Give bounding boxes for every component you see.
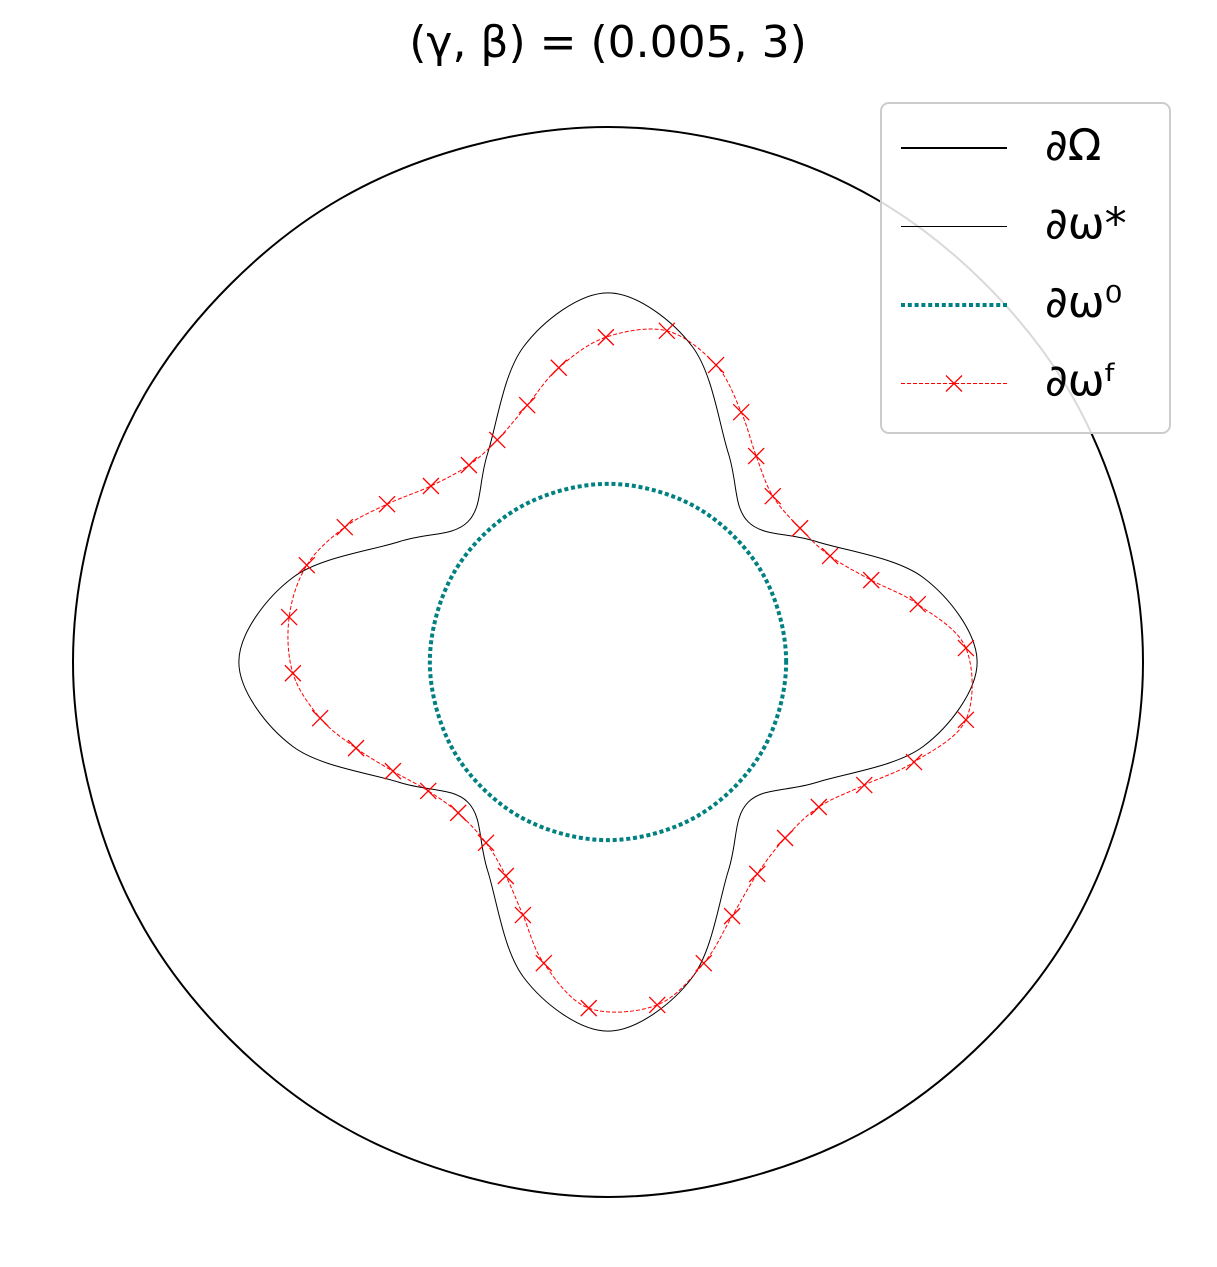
marker: [419, 782, 437, 800]
curve: [427, 481, 789, 843]
marker: [776, 829, 794, 847]
chart-title: (γ, β) = (0.005, 3): [409, 17, 807, 68]
marker: [957, 711, 975, 729]
marker: [862, 571, 880, 589]
marker: [518, 396, 536, 414]
marker: [477, 834, 495, 852]
marker: [284, 664, 302, 682]
marker: [764, 487, 782, 505]
marker: [347, 739, 365, 757]
marker: [384, 762, 402, 780]
marker: [905, 753, 923, 771]
marker: [810, 798, 828, 816]
marker: [597, 328, 615, 346]
legend-label: ∂ω*: [1045, 199, 1127, 250]
marker: [514, 906, 532, 924]
marker: [460, 456, 478, 474]
marker: [378, 495, 396, 513]
marker: [732, 403, 750, 421]
marker: [909, 595, 927, 613]
marker: [821, 547, 839, 565]
legend-box: [880, 102, 1171, 434]
marker: [957, 639, 975, 657]
curve: [238, 292, 978, 1032]
legend-marker: [945, 375, 963, 392]
marker: [422, 477, 440, 495]
marker: [648, 996, 666, 1014]
legend-label: ∂ω⁰: [1045, 277, 1122, 328]
curve: [71, 125, 1145, 1199]
legend-label: ∂Ω: [1045, 120, 1101, 171]
marker: [280, 608, 298, 626]
marker: [298, 556, 316, 574]
marker: [748, 865, 766, 883]
marker: [855, 776, 873, 794]
marker: [580, 999, 598, 1017]
marker: [535, 954, 553, 972]
curve: [287, 328, 973, 1013]
marker: [791, 519, 809, 537]
legend-label: ∂ωᶠ: [1045, 356, 1118, 407]
marker: [747, 447, 765, 465]
marker: [707, 356, 725, 374]
marker: [723, 907, 741, 925]
marker: [497, 867, 515, 885]
marker: [449, 804, 467, 822]
marker: [658, 322, 676, 340]
marker: [336, 518, 354, 536]
marker: [695, 954, 713, 972]
marker: [488, 431, 506, 449]
marker: [311, 709, 329, 727]
marker: [550, 359, 568, 377]
